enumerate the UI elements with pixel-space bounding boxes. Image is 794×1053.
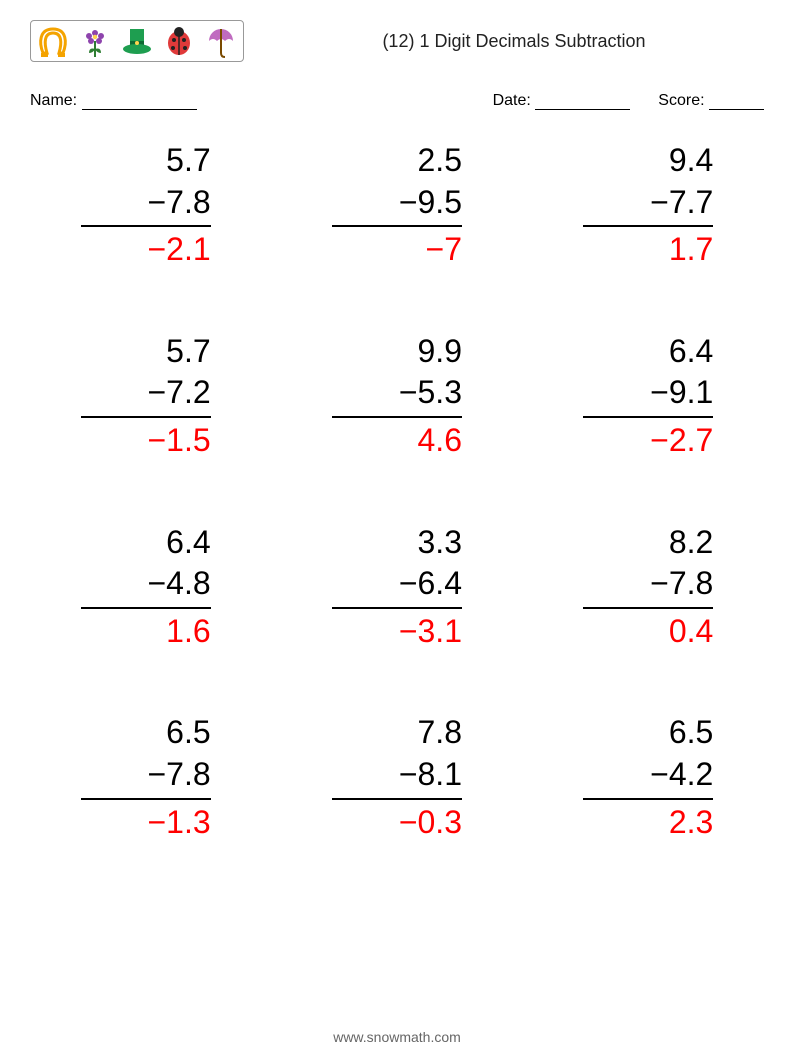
answer: −1.3	[81, 800, 211, 844]
answer: −0.3	[332, 800, 462, 844]
minuend: 3.3	[332, 522, 462, 564]
umbrella-icon	[205, 23, 237, 59]
minuend: 7.8	[332, 712, 462, 754]
subtrahend: −7.7	[583, 182, 713, 228]
date-blank[interactable]	[535, 95, 630, 110]
worksheet-title: (12) 1 Digit Decimals Subtraction	[244, 31, 724, 52]
subtrahend: −7.2	[81, 372, 211, 418]
subtrahend: −7.8	[81, 754, 211, 800]
date-field: Date:	[493, 92, 631, 110]
problem: 3.3 −6.4 −3.1	[332, 522, 462, 653]
minuend: 6.5	[583, 712, 713, 754]
name-blank[interactable]	[82, 95, 197, 110]
minuend: 6.5	[81, 712, 211, 754]
header-row: (12) 1 Digit Decimals Subtraction	[30, 20, 764, 62]
score-label: Score:	[658, 92, 704, 109]
answer: −2.1	[81, 227, 211, 271]
answer: 1.7	[583, 227, 713, 271]
subtrahend: −6.4	[332, 563, 462, 609]
minuend: 9.9	[332, 331, 462, 373]
minuend: 6.4	[583, 331, 713, 373]
subtrahend: −5.3	[332, 372, 462, 418]
footer-site: www.snowmath.com	[333, 1029, 461, 1045]
name-label: Name:	[30, 92, 77, 109]
subtrahend: −7.8	[583, 563, 713, 609]
minuend: 5.7	[81, 140, 211, 182]
minuend: 5.7	[81, 331, 211, 373]
answer: 0.4	[583, 609, 713, 653]
answer: −2.7	[583, 418, 713, 462]
problem: 6.5 −7.8 −1.3	[81, 712, 211, 843]
info-right: Date: Score:	[493, 92, 764, 110]
problem: 9.9 −5.3 4.6	[332, 331, 462, 462]
problem: 6.4 −4.8 1.6	[81, 522, 211, 653]
name-field: Name:	[30, 92, 493, 110]
problems-grid: 5.7 −7.8 −2.1 2.5 −9.5 −7 9.4 −7.7 1.7 5…	[30, 140, 764, 843]
horseshoe-icon	[37, 23, 69, 59]
minuend: 8.2	[583, 522, 713, 564]
minuend: 6.4	[81, 522, 211, 564]
subtrahend: −8.1	[332, 754, 462, 800]
minuend: 2.5	[332, 140, 462, 182]
date-label: Date:	[493, 92, 531, 109]
footer: www.snowmath.com	[0, 1029, 794, 1045]
top-hat-icon	[121, 23, 153, 59]
subtrahend: −7.8	[81, 182, 211, 228]
subtrahend: −4.8	[81, 563, 211, 609]
subtrahend: −9.5	[332, 182, 462, 228]
info-row: Name: Date: Score:	[30, 92, 764, 110]
problem: 2.5 −9.5 −7	[332, 140, 462, 271]
subtrahend: −9.1	[583, 372, 713, 418]
problem: 6.4 −9.1 −2.7	[583, 331, 713, 462]
problem: 5.7 −7.2 −1.5	[81, 331, 211, 462]
worksheet-page: (12) 1 Digit Decimals Subtraction Name: …	[0, 0, 794, 1053]
flower-icon	[79, 23, 111, 59]
minuend: 9.4	[583, 140, 713, 182]
answer: 2.3	[583, 800, 713, 844]
problem: 9.4 −7.7 1.7	[583, 140, 713, 271]
problem: 5.7 −7.8 −2.1	[81, 140, 211, 271]
problem: 6.5 −4.2 2.3	[583, 712, 713, 843]
subtrahend: −4.2	[583, 754, 713, 800]
score-field: Score:	[658, 92, 764, 110]
ladybug-icon	[163, 23, 195, 59]
answer: −7	[332, 227, 462, 271]
answer: 1.6	[81, 609, 211, 653]
answer: −3.1	[332, 609, 462, 653]
problem: 7.8 −8.1 −0.3	[332, 712, 462, 843]
problem: 8.2 −7.8 0.4	[583, 522, 713, 653]
score-blank[interactable]	[709, 95, 764, 110]
answer: −1.5	[81, 418, 211, 462]
header-icons	[30, 20, 244, 62]
answer: 4.6	[332, 418, 462, 462]
